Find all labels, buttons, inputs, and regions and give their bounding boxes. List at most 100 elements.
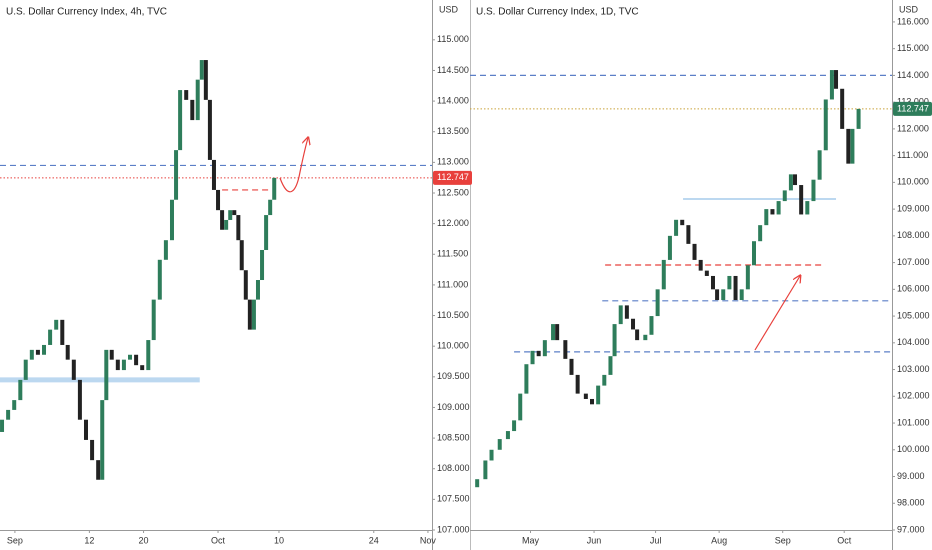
candle (184, 90, 189, 100)
candle (264, 215, 269, 250)
candle (65, 344, 70, 360)
candle (489, 449, 494, 461)
candle (661, 259, 666, 290)
candle (239, 240, 244, 271)
x-tick-label: Oct (837, 535, 852, 545)
candle (635, 329, 640, 341)
candle (692, 243, 697, 260)
candle (23, 359, 28, 380)
candle (643, 334, 648, 341)
candle (823, 99, 828, 151)
y-tick-label: 114.500 (437, 65, 469, 75)
y-tick-label: 112.500 (437, 187, 469, 197)
candle (232, 210, 237, 216)
candle (203, 60, 208, 100)
candle (151, 299, 156, 341)
price-labels: 112.747 112.747 (433, 101, 932, 185)
candle (157, 259, 162, 300)
chart-title: U.S. Dollar Currency Index, 1D, TVC (476, 7, 639, 18)
candle (146, 340, 151, 371)
candle (524, 364, 529, 394)
candle (190, 99, 195, 121)
candle (121, 359, 126, 371)
x-tick-label: 12 (84, 535, 94, 545)
candle (134, 354, 139, 366)
y-tick-label: 112.000 (897, 123, 929, 133)
y-tick-label: 113.000 (437, 157, 469, 167)
candle (199, 60, 204, 80)
y-tick-label: 110.000 (897, 177, 929, 187)
candle (793, 174, 798, 186)
candle (247, 299, 252, 330)
candle (54, 319, 59, 330)
candle (224, 219, 229, 230)
candle (751, 241, 756, 266)
candle (608, 356, 613, 375)
y-tick-label: 116.000 (897, 16, 929, 26)
candle (667, 235, 672, 260)
candle (805, 201, 810, 215)
y-tick-label: 112.000 (437, 218, 469, 228)
plots: U.S. Dollar Currency Index, 4h, TVC USD 10… (0, 4, 930, 545)
candle (698, 259, 703, 271)
x-tick-label: 20 (139, 535, 149, 545)
candle (590, 398, 595, 405)
y-tick-label: 107.000 (897, 257, 930, 267)
candle (18, 379, 23, 401)
y-tick-label: 106.000 (897, 284, 930, 294)
candle (782, 190, 787, 202)
annotation-arrow (279, 138, 308, 193)
candle (140, 365, 145, 371)
x-tick-label: Nov (420, 535, 437, 545)
x-tick-label: Sep (775, 535, 791, 545)
candle (518, 393, 523, 421)
candle (216, 189, 221, 211)
candle (169, 199, 174, 241)
axis-unit-label: USD (439, 4, 459, 14)
candle (268, 199, 273, 216)
y-tick-label: 98.000 (897, 498, 925, 508)
candle (850, 128, 855, 164)
y-tick-label: 99.000 (897, 471, 925, 481)
y-tick-label: 113.000 (897, 97, 929, 107)
candle (674, 219, 679, 236)
y-tick-label: 109.000 (437, 402, 470, 412)
candle (195, 79, 200, 121)
candle (0, 419, 5, 432)
chart-title: U.S. Dollar Currency Index, 4h, TVC (6, 7, 167, 18)
candle (733, 275, 738, 301)
y-tick-label: 107.000 (437, 524, 470, 534)
price-label: 112.747 (897, 103, 929, 113)
y-tick-label: 110.500 (437, 310, 469, 320)
candle (104, 349, 109, 401)
candle (788, 174, 793, 191)
candle (856, 108, 861, 129)
candle (745, 265, 750, 290)
candle (12, 400, 17, 410)
annotation-arrow (754, 276, 800, 351)
candle (542, 340, 547, 357)
candle (846, 128, 851, 164)
candle (77, 379, 82, 420)
candle (618, 305, 623, 325)
y-tick-label: 114.000 (437, 95, 469, 105)
candle (211, 159, 216, 190)
candle (602, 374, 607, 386)
candle (42, 344, 47, 355)
price-label-box (893, 101, 932, 116)
candle (512, 420, 517, 432)
y-tick-label: 109.500 (437, 371, 470, 381)
candle (109, 349, 114, 360)
candle (840, 88, 845, 129)
y-tick-label: 108.000 (897, 230, 930, 240)
price-label: 112.747 (437, 172, 469, 182)
y-tick-label: 108.500 (437, 432, 470, 442)
x-tick-label: Aug (711, 535, 727, 545)
candle (174, 150, 179, 200)
candle (575, 374, 580, 394)
candle (770, 209, 775, 215)
candle (163, 240, 168, 260)
candle (260, 249, 265, 281)
